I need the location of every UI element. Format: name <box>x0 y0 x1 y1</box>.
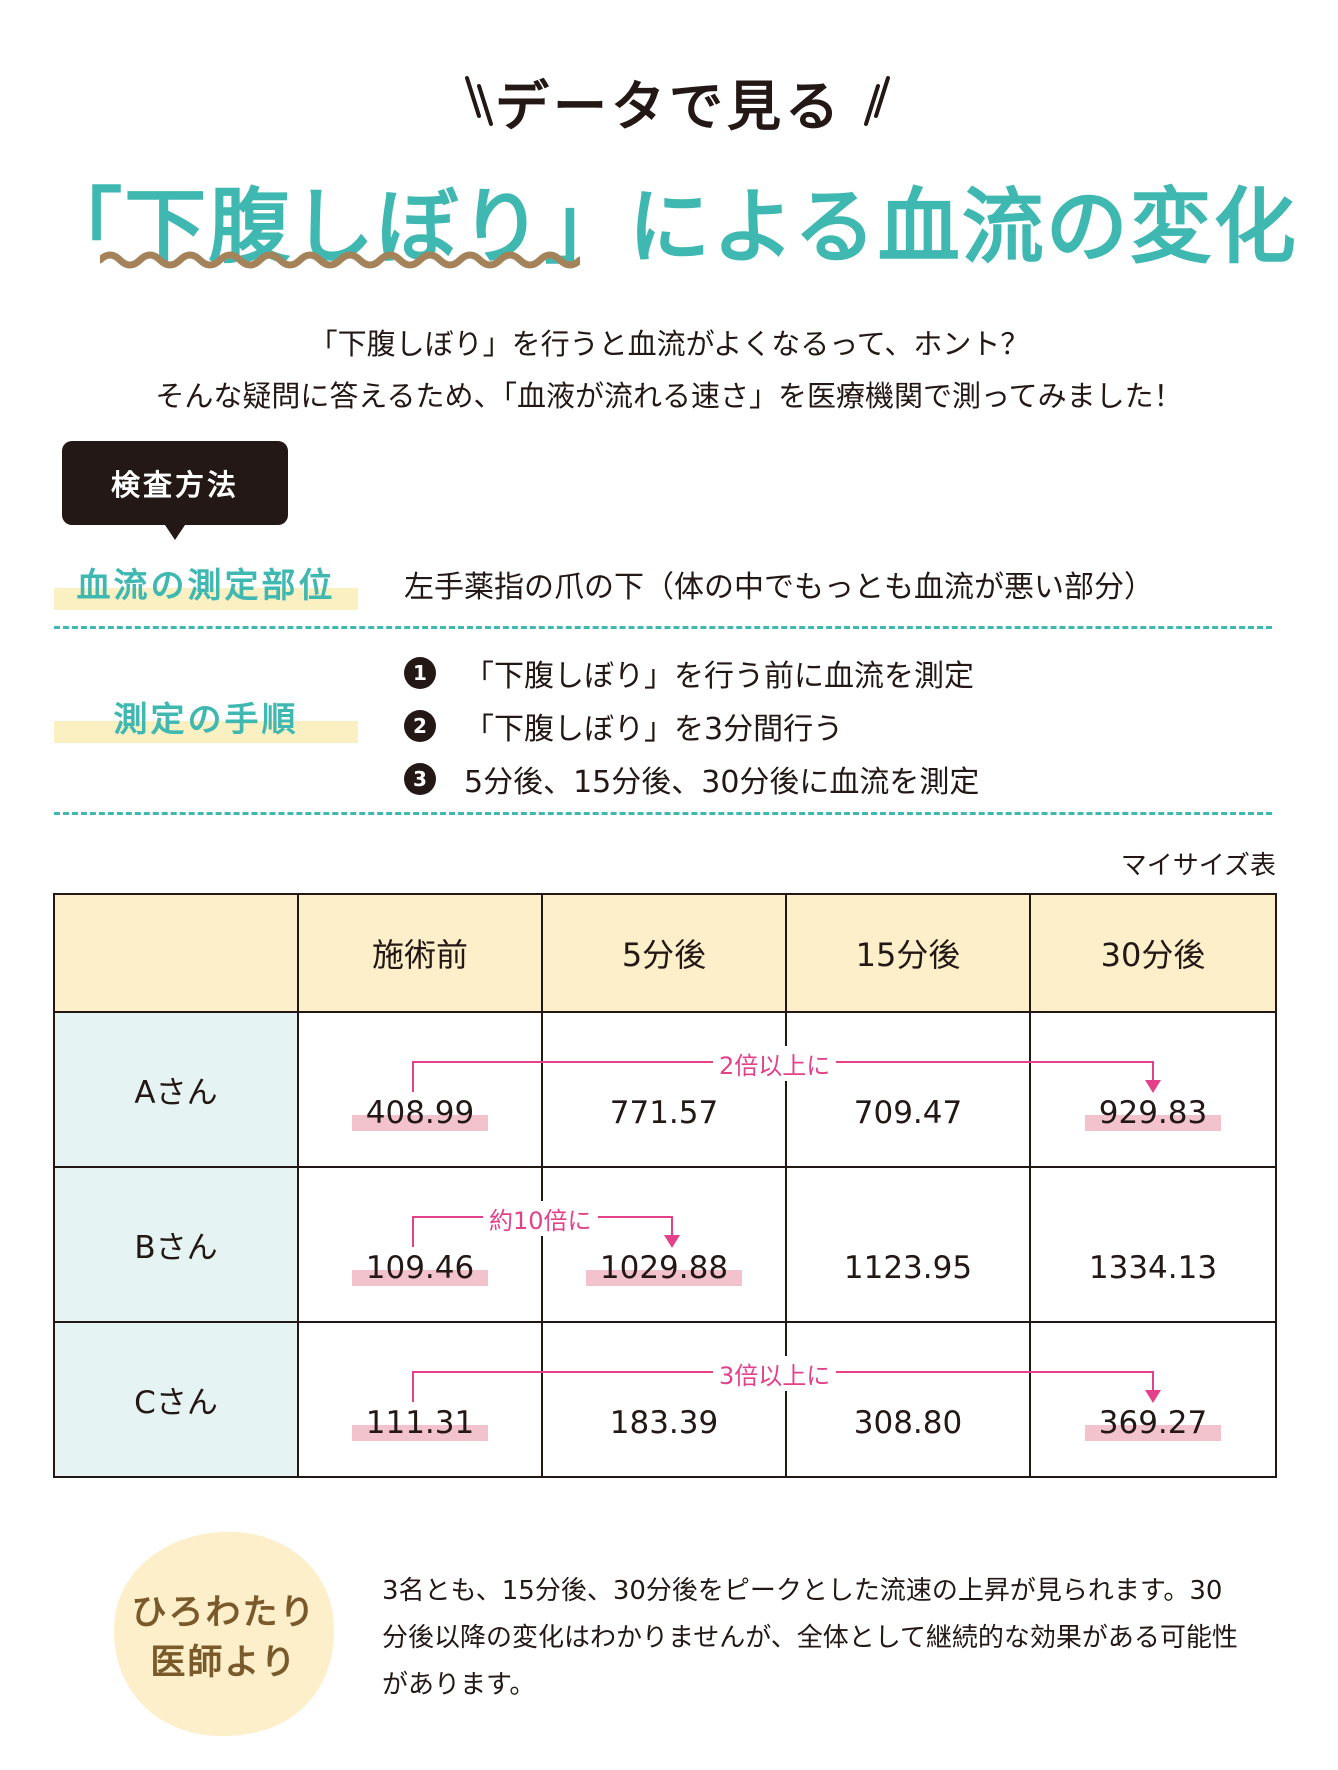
cell-value: 369.27 <box>1084 1405 1222 1441</box>
badge-tail-icon <box>163 522 187 540</box>
cell: 183.39 <box>541 1321 787 1478</box>
page-title: 「下腹しぼり」による血流の変化 <box>40 180 1298 275</box>
annotation-b: 約10倍に <box>483 1201 598 1236</box>
procedure-steps: 1 「下腹しぼり」を行う前に血流を測定 2 「下腹しぼり」を3分間行う 3 5分… <box>404 646 979 805</box>
cell-value: 308.80 <box>853 1405 963 1441</box>
cell: 111.31 <box>297 1321 543 1478</box>
table-row: Cさん 111.31 183.39 308.80 369.27 <box>53 1321 1277 1478</box>
step-text: 5分後、15分後、30分後に血流を測定 <box>464 764 980 800</box>
table-header-row: 施術前 5分後 15分後 30分後 <box>53 893 1277 1013</box>
step-text: 「下腹しぼり」を3分間行う <box>464 711 844 747</box>
doctor-name: ひろわたり 医師より <box>110 1588 338 1688</box>
cell: 929.83 <box>1029 1011 1277 1168</box>
header-5min: 5分後 <box>541 893 787 1013</box>
procedure-label: 測定の手順 <box>113 700 299 740</box>
step-number: 2 <box>404 709 436 742</box>
annotation-c: 3倍以上に <box>713 1356 837 1391</box>
slash-right-icon <box>864 76 890 126</box>
cell-value: 183.39 <box>609 1405 719 1441</box>
table-row: Bさん 109.46 1029.88 1123.95 1334.13 <box>53 1166 1277 1323</box>
cell-value: 408.99 <box>351 1095 489 1131</box>
step-item: 3 5分後、15分後、30分後に血流を測定 <box>404 752 979 805</box>
site-label: 血流の測定部位 <box>76 566 336 606</box>
cell-value: 109.46 <box>351 1250 489 1286</box>
method-badge: 検査方法 <box>62 441 288 525</box>
doctor-name-line-1: ひろわたり <box>131 1593 317 1633</box>
step-text: 「下腹しぼり」を行う前に血流を測定 <box>464 658 974 694</box>
cell: 408.99 <box>297 1011 543 1168</box>
divider-2 <box>54 812 1272 815</box>
cell: 709.47 <box>785 1011 1031 1168</box>
annotation-a: 2倍以上に <box>713 1046 837 1081</box>
table-caption: マイサイズ表 <box>1120 851 1276 881</box>
cell: 1334.13 <box>1029 1166 1277 1323</box>
cell: 369.27 <box>1029 1321 1277 1478</box>
cell-value: 111.31 <box>351 1405 489 1441</box>
cell: 109.46 <box>297 1166 543 1323</box>
step-number: 1 <box>404 656 436 689</box>
cell-value: 1123.95 <box>843 1250 973 1286</box>
intro-line-1: 「下腹しぼり」を行うと血流がよくなるって、ホント？ <box>308 327 1030 361</box>
row-name: Cさん <box>53 1321 299 1478</box>
eyebrow-text: データで見る <box>495 75 843 138</box>
intro-text: 「下腹しぼり」を行うと血流がよくなるって、ホント？ そんな疑問に答えるため、「血… <box>0 318 1338 422</box>
step-number: 3 <box>404 762 436 795</box>
site-text: 左手薬指の爪の下（体の中でもっとも血流が悪い部分） <box>404 570 1154 605</box>
cell-value: 929.83 <box>1084 1095 1222 1131</box>
row-name: Aさん <box>53 1011 299 1168</box>
header-30min: 30分後 <box>1029 893 1277 1013</box>
doctor-comment: 3名とも、15分後、30分後をピークとした流速の上昇が見られます。30分後以降の… <box>382 1576 1238 1700</box>
squiggle-underline-icon <box>100 251 580 269</box>
cell: 1029.88 <box>541 1166 787 1323</box>
intro-line-2: そんな疑問に答えるため、「血液が流れる速さ」を医療機関で測ってみました！ <box>155 379 1183 413</box>
doctor-blob-icon <box>113 1531 335 1737</box>
header-before: 施術前 <box>297 893 543 1013</box>
site-label-highlight <box>54 588 358 610</box>
cell-value: 1029.88 <box>585 1250 743 1286</box>
cell: 308.80 <box>785 1321 1031 1478</box>
eyebrow-heading: データで見る <box>0 62 1338 141</box>
step-item: 1 「下腹しぼり」を行う前に血流を測定 <box>404 646 979 699</box>
cell-value: 771.57 <box>609 1095 719 1131</box>
blood-flow-table: 施術前 5分後 15分後 30分後 Aさん 408.99 771.57 709.… <box>53 893 1277 1478</box>
table-row: Aさん 408.99 771.57 709.47 929.83 <box>53 1011 1277 1168</box>
divider-1 <box>54 626 1272 629</box>
step-item: 2 「下腹しぼり」を3分間行う <box>404 699 979 752</box>
cell-value: 1334.13 <box>1088 1250 1218 1286</box>
cell-value: 709.47 <box>853 1095 963 1131</box>
cell: 1123.95 <box>785 1166 1031 1323</box>
cell: 771.57 <box>541 1011 787 1168</box>
header-15min: 15分後 <box>785 893 1031 1013</box>
header-empty <box>53 893 299 1013</box>
row-name: Bさん <box>53 1166 299 1323</box>
procedure-label-highlight <box>54 721 358 743</box>
slash-left-icon <box>465 76 493 126</box>
doctor-name-line-2: 医師より <box>150 1643 298 1683</box>
